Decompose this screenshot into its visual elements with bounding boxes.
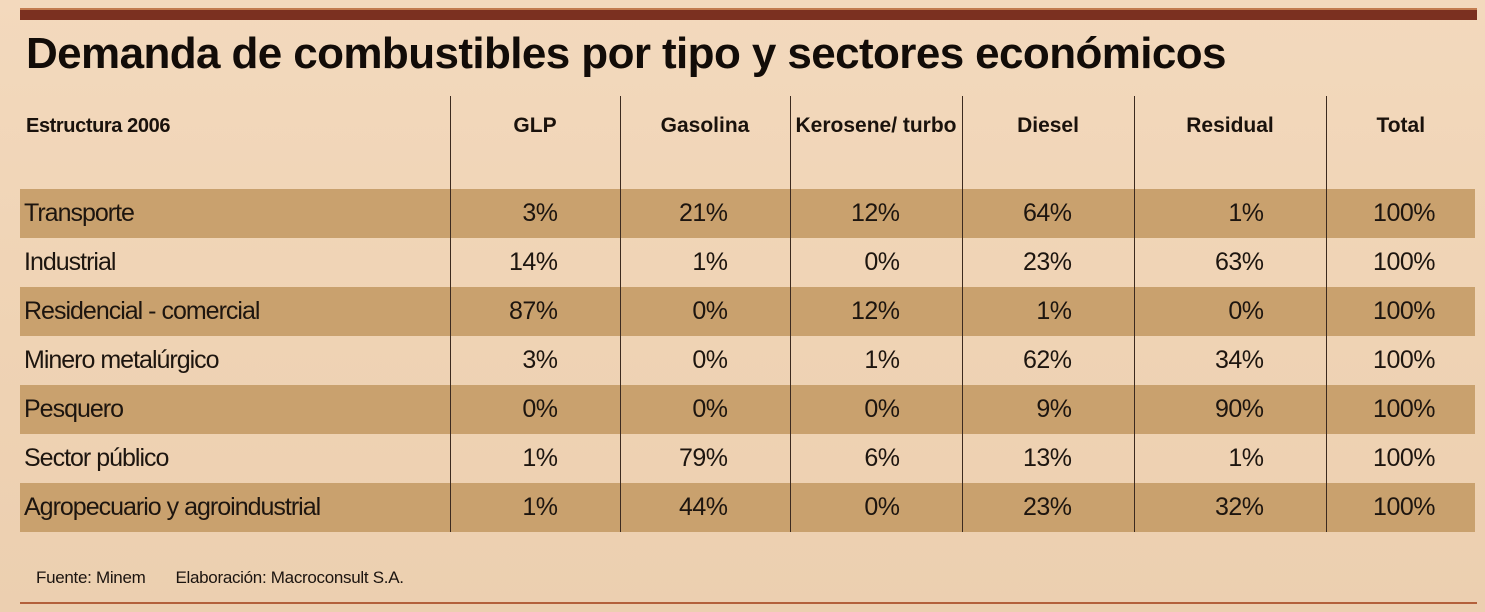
data-table: Estructura 2006 GLP Gasolina Kerosene/ t… — [20, 96, 1475, 532]
table-cell: 0% — [619, 385, 790, 434]
table-cell: 3% — [449, 336, 620, 385]
table-cell: 90% — [1133, 385, 1326, 434]
source-note: Fuente: Minem — [36, 568, 146, 587]
table-cell: 0% — [789, 483, 962, 532]
table-cell: 79% — [619, 434, 790, 483]
row-label: Sector público — [24, 444, 169, 472]
table-cell: 34% — [1133, 336, 1326, 385]
top-rule — [20, 8, 1477, 20]
table-cell: 6% — [789, 434, 962, 483]
table-cell: 1% — [449, 434, 620, 483]
row-label: Minero metalúrgico — [24, 346, 220, 374]
header-row: Estructura 2006 GLP Gasolina Kerosene/ t… — [20, 96, 1475, 189]
table-cell: 1% — [789, 336, 962, 385]
table-cell: 0% — [1133, 287, 1326, 336]
table-cell: 100% — [1325, 385, 1475, 434]
table-cell: 1% — [1133, 434, 1326, 483]
column-header-total: Total — [1325, 96, 1475, 189]
column-header-gasolina: Gasolina — [619, 96, 790, 189]
stub-header: Estructura 2006 — [26, 115, 171, 137]
table-cell: 14% — [449, 238, 620, 287]
table-cell: 0% — [619, 336, 790, 385]
table-cell: 100% — [1325, 238, 1475, 287]
row-label: Agropecuario y agroindustrial — [20, 483, 450, 532]
table-cell: 32% — [1133, 483, 1326, 532]
table-cell: 100% — [1325, 287, 1475, 336]
table-cell: 100% — [1325, 189, 1475, 238]
table-row: Agropecuario y agroindustrial 1% 44% 0% 23% 3… — [20, 483, 1475, 532]
table-cell: 9% — [961, 385, 1134, 434]
table-body: Transporte 3% 21% 12% 64% 1% 100% Industrial 14%… — [20, 189, 1475, 532]
table-cell: 1% — [619, 238, 790, 287]
table-cell: 23% — [961, 483, 1134, 532]
table-cell: 0% — [789, 238, 962, 287]
data-table-wrap: Estructura 2006 GLP Gasolina Kerosene/ t… — [20, 96, 1475, 532]
footer-note: Fuente: Minem Elaboración: Macroconsult S… — [36, 568, 404, 588]
row-label: Industrial — [24, 248, 116, 276]
table-cell: 1% — [449, 483, 620, 532]
table-cell: 63% — [1133, 238, 1326, 287]
table-cell: 12% — [789, 189, 962, 238]
table-cell: 62% — [961, 336, 1134, 385]
table-cell: 23% — [961, 238, 1134, 287]
table-cell: 21% — [619, 189, 790, 238]
table-row: Pesquero 0% 0% 0% 9% 90% 100% — [20, 385, 1475, 434]
bottom-rule — [20, 602, 1477, 604]
table-cell: 100% — [1325, 483, 1475, 532]
table-cell: 44% — [619, 483, 790, 532]
row-label: Transporte — [20, 189, 450, 238]
row-label: Residencial - comercial — [20, 287, 450, 336]
table-cell: 0% — [449, 385, 620, 434]
table-row: Residencial - comercial 87% 0% 12% 1% 0% 100% — [20, 287, 1475, 336]
table-cell: 1% — [961, 287, 1134, 336]
table-cell: 100% — [1325, 336, 1475, 385]
elaboration-note: Elaboración: Macroconsult S.A. — [175, 568, 404, 587]
table-cell: 0% — [619, 287, 790, 336]
table-row: Sector público 1% 79% 6% 13% 1% 100% — [20, 434, 1475, 483]
chart-title: Demanda de combustibles por tipo y secto… — [26, 29, 1227, 78]
table-cell: 64% — [961, 189, 1134, 238]
table-cell: 12% — [789, 287, 962, 336]
table-cell: 3% — [449, 189, 620, 238]
column-header-glp: GLP — [449, 96, 620, 189]
column-header-residual: Residual — [1133, 96, 1326, 189]
table-cell: 13% — [961, 434, 1134, 483]
table-cell: 100% — [1325, 434, 1475, 483]
table-row: Transporte 3% 21% 12% 64% 1% 100% — [20, 189, 1475, 238]
table-cell: 0% — [789, 385, 962, 434]
table-row: Minero metalúrgico 3% 0% 1% 62% 34% 100% — [20, 336, 1475, 385]
row-label: Pesquero — [20, 385, 450, 434]
table-cell: 87% — [449, 287, 620, 336]
column-header-kerosene: Kerosene/ turbo — [789, 96, 962, 189]
table-cell: 1% — [1133, 189, 1326, 238]
table-row: Industrial 14% 1% 0% 23% 63% 100% — [20, 238, 1475, 287]
column-header-diesel: Diesel — [961, 96, 1134, 189]
